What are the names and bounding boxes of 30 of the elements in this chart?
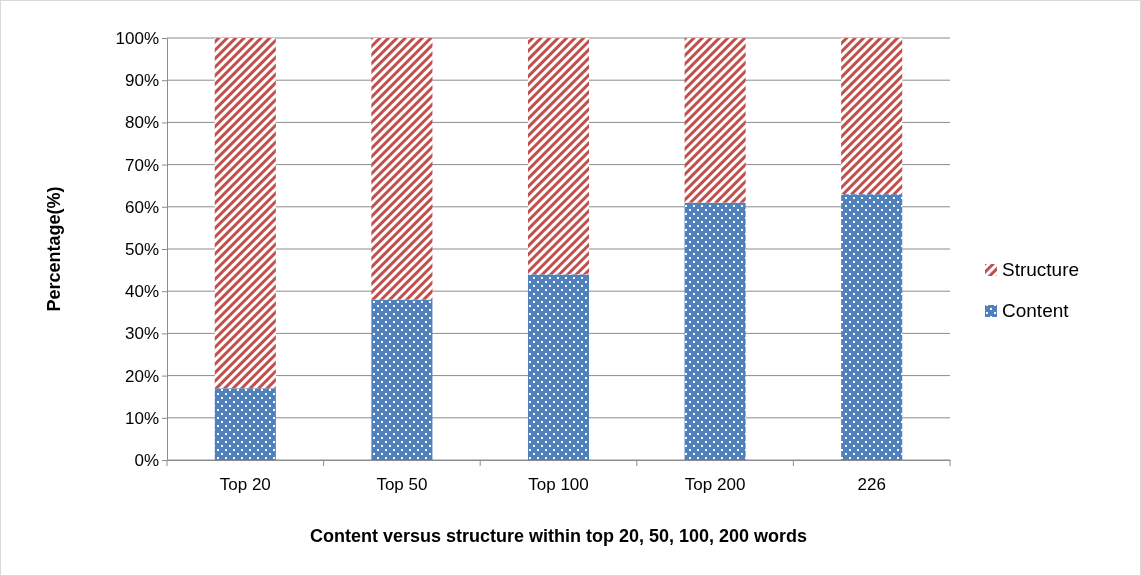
bar: [527, 38, 590, 275]
y-tick-label: 100%: [115, 28, 159, 48]
y-tick-label: 50%: [124, 239, 159, 259]
y-tick-label: 60%: [124, 197, 159, 217]
bar: [371, 38, 433, 300]
legend-label: Content: [1002, 300, 1070, 321]
y-tick-label: 30%: [124, 324, 159, 344]
bar: [214, 38, 276, 389]
x-tick-label: Top 100: [528, 475, 589, 495]
legend-label: Structure: [1002, 259, 1080, 280]
y-tick-label: 0%: [134, 450, 159, 470]
bar: [527, 274, 590, 460]
x-tick-label: Top 50: [376, 475, 428, 495]
y-tick-label: 80%: [124, 113, 159, 133]
bar: [684, 38, 746, 203]
x-tick-label: Top 200: [684, 475, 746, 495]
y-tick-label: 20%: [124, 366, 159, 386]
y-axis-title: Percentage(%): [44, 186, 64, 312]
x-tick-label: 226: [857, 475, 886, 495]
x-axis-title: Content versus structure within top 20, 50, 100, 200 words: [309, 526, 808, 546]
x-tick-label: Top 20: [219, 475, 271, 495]
bar: [841, 38, 903, 195]
y-tick-label: 40%: [124, 282, 159, 302]
bar: [841, 194, 903, 460]
y-tick-label: 90%: [124, 71, 159, 91]
y-tick-label: 10%: [124, 408, 159, 428]
bar: [214, 388, 276, 460]
bar: [371, 299, 433, 460]
bar: [684, 202, 746, 460]
y-tick-label: 70%: [124, 155, 159, 175]
